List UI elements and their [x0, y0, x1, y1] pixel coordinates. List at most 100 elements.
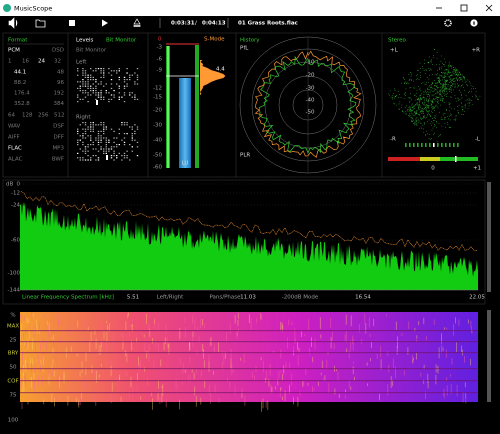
stereo-dot: [454, 78, 455, 79]
stereo-dot: [405, 112, 407, 114]
spectrum-area: [20, 202, 478, 290]
stereo-dot: [439, 135, 441, 136]
stereo-dot: [420, 111, 422, 112]
eject-button[interactable]: [133, 18, 141, 27]
stereo-dot: [426, 101, 428, 102]
balance-tick: [417, 143, 419, 147]
spectrogram-streak: [433, 319, 435, 325]
stereo-dot: [427, 61, 429, 63]
bit-dot: [110, 74, 113, 76]
stereo-dot: [454, 69, 456, 70]
play-button[interactable]: [102, 19, 108, 27]
bit-dot: [118, 68, 120, 70]
settings-button[interactable]: [444, 19, 452, 27]
spectrogram-streak: [53, 342, 54, 349]
spectrogram-streak: [350, 340, 352, 352]
stereo-dot: [399, 109, 400, 110]
bit-dot: [113, 146, 115, 148]
stereo-dot: [431, 59, 432, 61]
stereo-dot: [418, 104, 420, 105]
meter-scale: -20: [153, 108, 162, 114]
stereo-dot: [470, 100, 472, 101]
stereo-dot: [410, 87, 412, 88]
stereo-dot: [404, 92, 406, 93]
label: 0: [431, 166, 435, 172]
stereo-dot: [456, 69, 458, 70]
volume-button[interactable]: [8, 17, 18, 29]
stereo-dot: [412, 121, 413, 122]
stereo-dot: [431, 104, 433, 106]
spectrogram-streak: [100, 345, 102, 355]
stereo-dot: [466, 84, 468, 86]
scrollbar[interactable]: [487, 182, 491, 292]
stereo-dot: [427, 105, 429, 106]
stereo-dot: [430, 89, 432, 91]
stereo-dot: [444, 95, 445, 97]
bit-dot: [129, 92, 131, 94]
stereo-dot: [410, 97, 411, 99]
spectrogram-streak: [451, 358, 453, 365]
stereo-dot: [429, 105, 431, 106]
spectrogram-streak: [267, 400, 269, 411]
spectrogram-streak: [75, 397, 77, 403]
stereo-dot: [429, 97, 430, 99]
spectrogram-streak: [395, 366, 396, 378]
stereo-dot: [431, 107, 433, 108]
bit-dot: [123, 157, 126, 159]
spectrogram-streak: [126, 352, 128, 363]
spectrogram-streak: [345, 389, 346, 393]
close-button[interactable]: [485, 4, 493, 12]
stereo-dot: [434, 132, 435, 134]
spectrogram-streak: [208, 354, 210, 363]
stereo-dot: [437, 87, 439, 89]
bit-dot: [87, 81, 89, 83]
stereo-dot: [432, 101, 433, 103]
spectrogram-streak: [288, 319, 289, 326]
stereo-dot: [411, 117, 412, 119]
stereo-dot: [442, 99, 444, 100]
bit-dot: [84, 76, 87, 78]
balance-tick: [433, 143, 435, 147]
stereo-dot: [436, 121, 438, 123]
spectrogram-label: BRY: [8, 351, 19, 357]
stereo-dot: [458, 105, 460, 107]
stereo-dot: [424, 73, 426, 74]
spectrogram-streak: [94, 329, 96, 335]
stereo-dot: [425, 91, 426, 92]
scrollbar[interactable]: [487, 310, 491, 402]
spectrogram-streak: [179, 328, 181, 340]
spectrogram-streak: [465, 393, 467, 404]
spectrogram-streak: [108, 323, 110, 332]
stereo-dot: [420, 77, 421, 78]
stereo-dot: [439, 99, 441, 101]
open-button[interactable]: [35, 19, 46, 28]
stereo-dot: [402, 111, 404, 112]
spectrogram-streak: [293, 351, 294, 356]
stereo-dot: [443, 112, 445, 114]
bit-dot: [113, 94, 115, 96]
stereo-dot: [417, 99, 418, 101]
spectrogram-streak: [213, 348, 215, 351]
spectrogram-streak: [280, 321, 282, 331]
stereo-dot: [452, 84, 453, 85]
stereo-dot: [445, 75, 447, 77]
maximize-button[interactable]: [460, 4, 468, 12]
stereo-dot: [450, 88, 452, 90]
stereo-dot: [458, 98, 459, 100]
spectrogram-streak: [244, 395, 246, 406]
stereo-dot: [409, 101, 410, 103]
stereo-dot: [446, 79, 447, 81]
spectrogram-streak: [307, 383, 309, 386]
bit-dot: [95, 98, 97, 100]
elapsed-time: 0:03:31: [171, 21, 195, 27]
stereo-dot: [424, 59, 425, 61]
bit-dot: [84, 70, 87, 72]
stereo-dot: [442, 87, 443, 89]
stop-button[interactable]: [69, 20, 75, 26]
time-separator: /: [195, 21, 197, 27]
spectrogram-streak: [290, 373, 292, 382]
spectrogram-streak: [189, 342, 191, 350]
stereo-dot: [412, 117, 413, 119]
spectrogram-streak: [110, 393, 112, 404]
spectrogram-streak: [297, 341, 298, 350]
